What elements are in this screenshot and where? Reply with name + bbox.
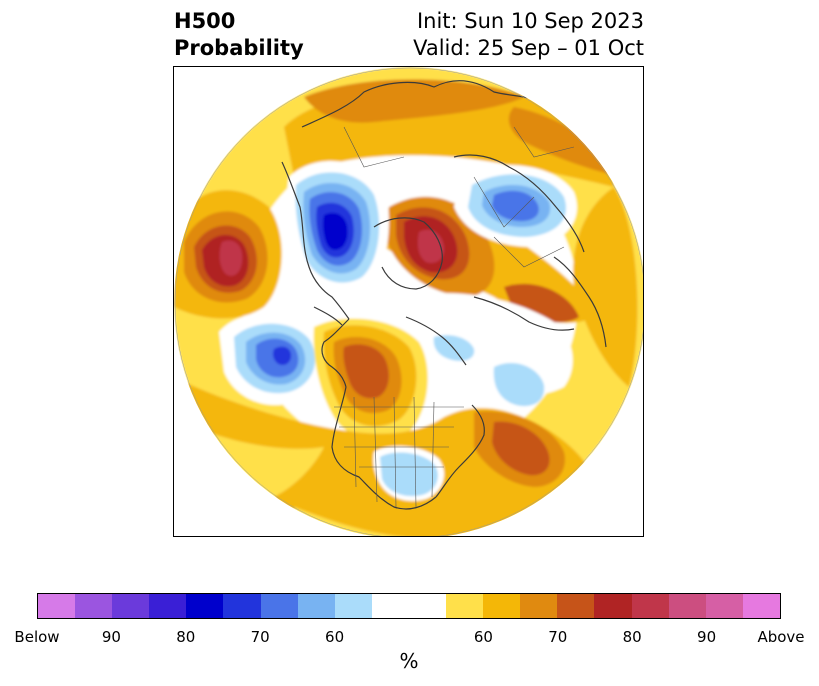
colorbar-swatch	[186, 594, 224, 618]
colorbar-swatch	[520, 594, 558, 618]
chart-title: H500 Probability	[174, 8, 304, 62]
colorbar-tick-label: Below	[14, 628, 60, 646]
title-line-2: Probability	[174, 36, 304, 60]
colorbar-swatch	[297, 594, 335, 618]
colorbar-swatch	[260, 594, 298, 618]
colorbar-swatch	[594, 594, 632, 618]
colorbar-swatch	[705, 594, 743, 618]
probability-map	[174, 67, 643, 536]
colorbar-swatch	[483, 594, 521, 618]
colorbar-swatch	[557, 594, 595, 618]
colorbar-swatch	[38, 594, 76, 618]
colorbar-tick-label: 80	[176, 628, 196, 646]
colorbar-tick-label: 60	[325, 628, 345, 646]
colorbar-tick-label: 70	[250, 628, 270, 646]
colorbar-tick-label: 60	[473, 628, 493, 646]
map-disk	[174, 67, 643, 536]
map-panel	[173, 66, 644, 537]
colorbar-swatch	[334, 594, 372, 618]
siberia-below-center	[322, 212, 348, 250]
colorbar-swatch	[668, 594, 706, 618]
title-line-1: H500	[174, 9, 236, 33]
colorbar-swatch	[75, 594, 113, 618]
coastlines	[281, 80, 607, 510]
valid-date-text: Valid: 25 Sep – 01 Oct	[413, 36, 644, 60]
colorbar-swatch	[223, 594, 261, 618]
western-canada-above	[343, 344, 389, 399]
colorbar-tick-label: 90	[697, 628, 717, 646]
southeast-us-below	[380, 452, 438, 497]
forecast-dates: Init: Sun 10 Sep 2023 Valid: 25 Sep – 01…	[413, 8, 644, 62]
colorbar-swatch	[742, 594, 780, 618]
colorbar-tick-label: 90	[101, 628, 121, 646]
colorbar-tick-label: Above	[757, 628, 805, 646]
colorbar-swatch	[408, 594, 447, 618]
eurasia-arctic-below-center	[492, 190, 539, 222]
colorbar-swatch	[149, 594, 187, 618]
colorbar	[37, 593, 781, 619]
colorbar-swatch	[371, 594, 409, 618]
political-boundaries	[334, 126, 575, 508]
init-date-text: Init: Sun 10 Sep 2023	[416, 9, 644, 33]
colorbar-swatch	[446, 594, 484, 618]
colorbar-tick-label: 70	[548, 628, 568, 646]
colorbar-tick-label: 80	[622, 628, 642, 646]
colorbar-swatch	[631, 594, 669, 618]
colorbar-unit-label: %	[399, 649, 419, 673]
colorbar-swatch	[112, 594, 150, 618]
